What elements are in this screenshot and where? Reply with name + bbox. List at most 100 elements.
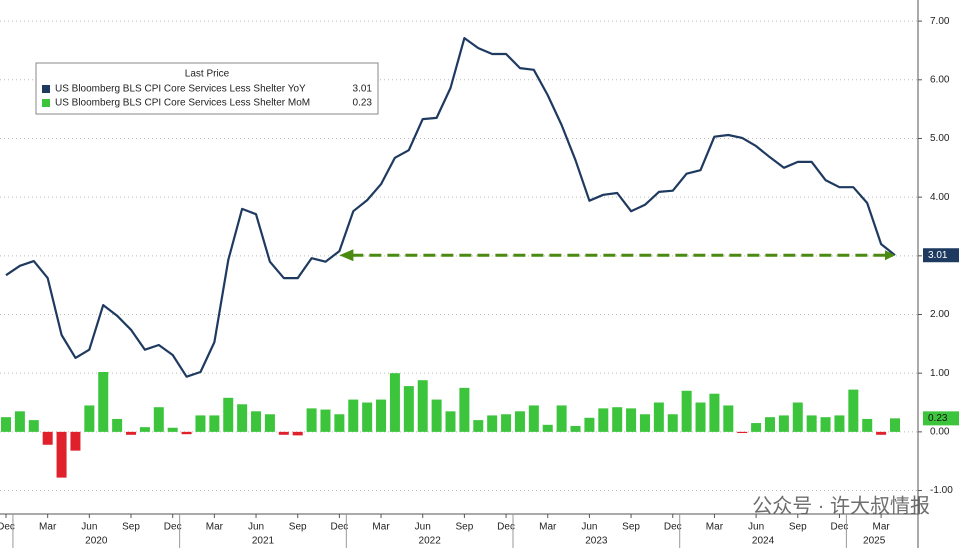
bar <box>14 411 25 432</box>
bar <box>737 431 748 434</box>
x-tick-label: Sep <box>789 522 807 533</box>
x-tick-label: Jun <box>248 522 264 533</box>
bar <box>306 408 317 432</box>
bar <box>195 415 206 432</box>
bar <box>723 405 734 432</box>
bar <box>237 404 248 432</box>
x-tick-label: Sep <box>455 522 473 533</box>
x-tick-label: Mar <box>706 522 724 533</box>
bar <box>376 399 387 432</box>
bar <box>862 418 873 432</box>
x-tick-label: Mar <box>206 522 224 533</box>
bar <box>639 414 650 432</box>
x-tick-label: Dec <box>0 522 15 533</box>
x-tick-label: Dec <box>831 522 849 533</box>
bar <box>56 431 67 478</box>
bar <box>459 387 470 432</box>
legend-label: US Bloomberg BLS CPI Core Services Less … <box>55 84 306 95</box>
y-tick-label: 6.00 <box>930 74 950 85</box>
x-tick-label: Mar <box>872 522 890 533</box>
arrow-head <box>339 249 354 262</box>
y-tick-label: 7.00 <box>930 16 950 27</box>
x-tick-label: Dec <box>164 522 182 533</box>
bar <box>181 431 192 435</box>
bar <box>431 399 442 432</box>
legend-title: Last Price <box>185 69 230 80</box>
value-tag <box>923 248 959 263</box>
legend-swatch <box>42 85 50 93</box>
x-tick-label: Jun <box>81 522 97 533</box>
value-tag-label: 0.23 <box>928 413 948 424</box>
bar <box>501 414 512 432</box>
bar <box>251 411 262 432</box>
bar <box>890 418 900 432</box>
bar <box>403 386 414 432</box>
bar <box>389 373 400 432</box>
bar <box>362 402 373 432</box>
bar <box>417 380 428 432</box>
bar <box>139 427 150 432</box>
bar <box>570 425 581 432</box>
bar <box>264 414 275 432</box>
bar <box>820 417 831 432</box>
bar <box>764 417 775 432</box>
year-label: 2023 <box>585 536 608 547</box>
bar <box>445 411 456 432</box>
x-tick-label: Sep <box>122 522 140 533</box>
bar <box>70 431 81 451</box>
bar <box>42 431 53 445</box>
x-tick-label: Mar <box>39 522 57 533</box>
x-tick-label: Dec <box>664 522 682 533</box>
value-tag-label: 3.01 <box>928 250 948 261</box>
x-tick-label: Mar <box>372 522 390 533</box>
year-label: 2022 <box>419 536 442 547</box>
legend-box <box>35 62 379 115</box>
bar <box>126 431 137 435</box>
bar <box>334 414 345 432</box>
bar <box>792 402 803 432</box>
bar <box>848 389 859 432</box>
bar <box>514 411 525 432</box>
bar <box>598 408 609 432</box>
y-tick-label: 2.00 <box>930 309 950 320</box>
bar <box>278 431 289 435</box>
x-tick-label: Dec <box>497 522 515 533</box>
year-label: 2021 <box>252 536 275 547</box>
bar <box>320 409 331 432</box>
bar <box>209 415 220 432</box>
bar <box>612 407 623 432</box>
y-tick-label: 4.00 <box>930 192 950 203</box>
bar <box>834 415 845 432</box>
y-tick-label: 0.00 <box>930 426 950 437</box>
y-tick-label: 5.00 <box>930 133 950 144</box>
x-tick-label: Sep <box>622 522 640 533</box>
year-label: 2024 <box>752 536 775 547</box>
arrow-head <box>885 250 895 261</box>
value-tag <box>923 411 959 426</box>
bar <box>153 407 164 432</box>
bar <box>112 418 123 432</box>
bar <box>584 417 595 432</box>
bar <box>653 402 664 432</box>
bar <box>778 415 789 432</box>
legend-label: US Bloomberg BLS CPI Core Services Less … <box>55 98 310 109</box>
bar <box>681 390 692 432</box>
bar <box>1 417 11 432</box>
bar <box>487 415 498 432</box>
y-tick-label: 1.00 <box>930 368 950 379</box>
y-tick-label: -1.00 <box>930 485 953 496</box>
bar <box>806 415 817 432</box>
x-tick-label: Dec <box>330 522 348 533</box>
year-label: 2020 <box>85 536 108 547</box>
bar <box>84 405 95 432</box>
bar <box>556 405 567 432</box>
watermark: 公众号 · 许大叔情报 <box>752 494 930 517</box>
bar <box>98 372 109 432</box>
bar <box>28 420 39 432</box>
bar <box>473 420 484 432</box>
bar <box>167 427 178 432</box>
x-tick-label: Jun <box>748 522 764 533</box>
year-label: 2025 <box>863 536 886 547</box>
x-tick-label: Sep <box>289 522 307 533</box>
